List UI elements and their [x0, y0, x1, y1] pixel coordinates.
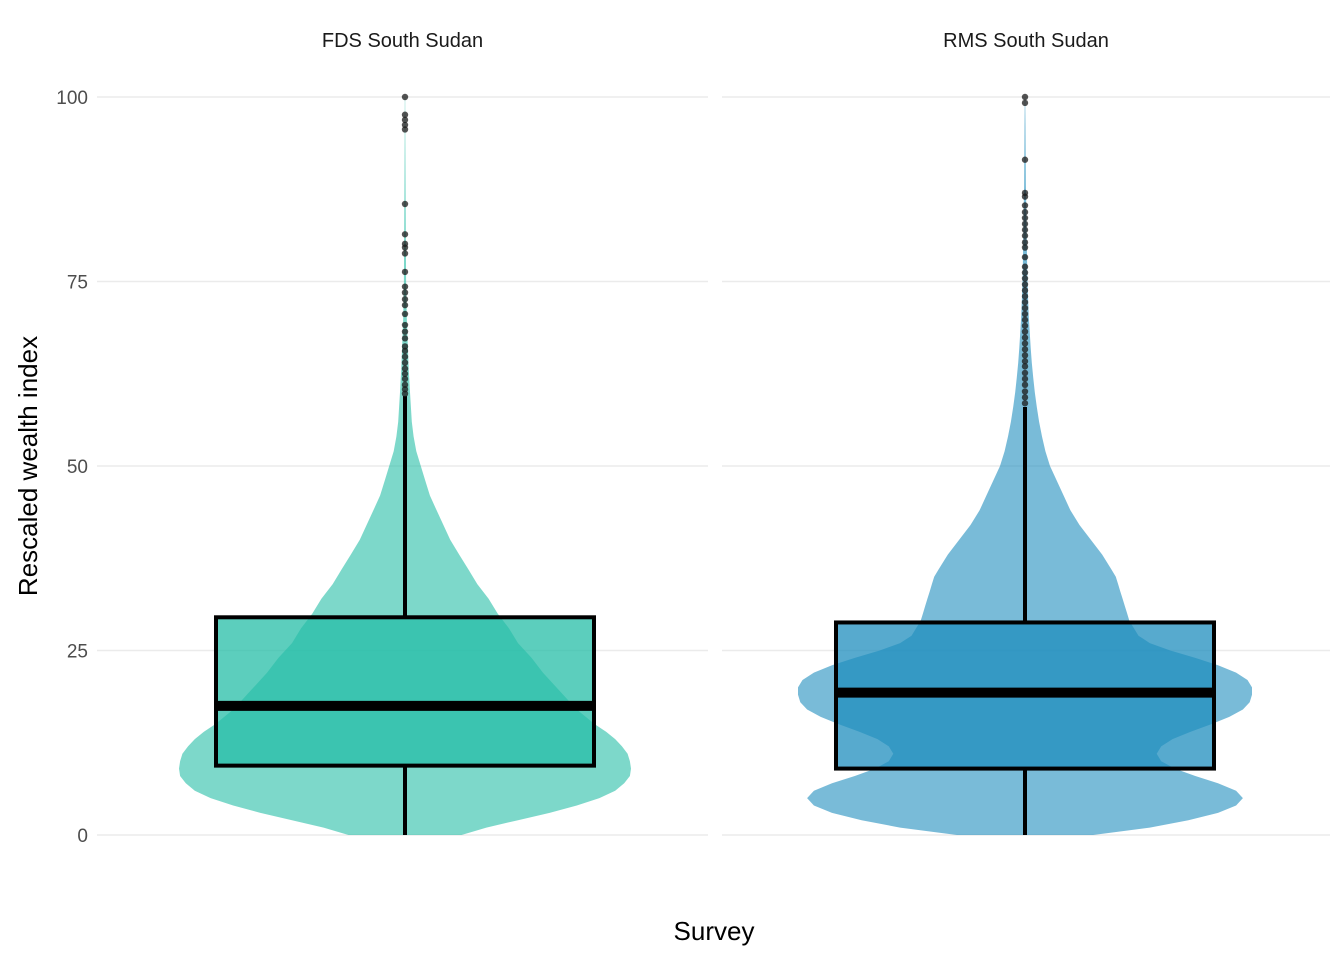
outlier-point [401, 347, 409, 355]
x-axis-title: Survey [674, 916, 755, 946]
outlier-point [1021, 220, 1029, 228]
outlier-point [1021, 316, 1029, 324]
outlier-point [401, 200, 409, 208]
outlier-point [401, 301, 409, 309]
outlier-point [1021, 208, 1029, 216]
outlier-point [1021, 226, 1029, 234]
outlier-point [401, 370, 409, 377]
outlier-point [1021, 322, 1029, 329]
outlier-point [1021, 239, 1029, 246]
y-tick-labels: 0 25 50 75 100 [56, 88, 88, 847]
outlier-point [1021, 214, 1029, 222]
outlier-point [1021, 400, 1029, 407]
outlier-point [401, 116, 409, 124]
outlier-point [1021, 281, 1029, 288]
outlier-point [1021, 244, 1029, 251]
outlier-point [401, 375, 409, 383]
outlier-point [401, 250, 409, 257]
outlier-point [1021, 263, 1029, 270]
outlier-point [1021, 388, 1029, 395]
outlier-point [401, 359, 409, 366]
outlier-point [1021, 156, 1029, 163]
outlier-point [1021, 304, 1029, 312]
outlier-point [1021, 381, 1029, 389]
outlier-point [401, 126, 409, 133]
outlier-point [1021, 202, 1029, 209]
panel-0: FDS South Sudan [179, 30, 631, 835]
outlier-point [1021, 340, 1029, 347]
outlier-point [401, 386, 409, 393]
outlier-point [1021, 346, 1029, 353]
panel-1: RMS South Sudan [798, 30, 1252, 835]
outlier-point [401, 111, 409, 118]
y-tick-label: 75 [67, 273, 88, 294]
y-tick-label: 0 [77, 826, 88, 847]
outlier-point [401, 321, 409, 329]
outlier-point [1021, 363, 1029, 370]
outlier-point [401, 268, 409, 276]
outlier-point [1021, 298, 1029, 306]
outlier-point [1021, 352, 1029, 359]
outlier-point [401, 231, 409, 238]
outlier-point [401, 390, 409, 397]
outlier-point [1021, 99, 1029, 107]
y-tick-label: 25 [67, 642, 88, 663]
outlier-point [1021, 334, 1029, 341]
outlier-point [1021, 358, 1029, 365]
outlier-point [1021, 287, 1029, 294]
panels-layer: FDS South Sudan RMS South Sudan [179, 30, 1252, 835]
outlier-point [1021, 269, 1029, 276]
outlier-point [401, 296, 409, 303]
y-tick-label: 50 [67, 457, 88, 478]
outlier-point [401, 335, 409, 342]
outlier-point [401, 310, 409, 318]
box [214, 615, 596, 768]
outlier-point [401, 328, 409, 335]
outlier-point [1021, 232, 1029, 239]
y-axis-title: Rescaled wealth index [13, 336, 43, 596]
panel-title: RMS South Sudan [943, 30, 1109, 52]
panel-title: FDS South Sudan [322, 30, 483, 52]
outlier-point [401, 289, 409, 296]
outlier-point [1021, 275, 1029, 282]
outlier-point [401, 381, 409, 389]
outlier-point [401, 343, 409, 350]
outlier-point [1021, 189, 1029, 197]
outlier-point [1021, 394, 1029, 401]
outlier-point [1021, 253, 1029, 261]
outlier-point [401, 353, 409, 360]
outlier-point [1021, 375, 1029, 383]
outlier-point [1021, 310, 1029, 318]
y-tick-label: 100 [56, 88, 88, 109]
outlier-point [1021, 369, 1029, 377]
outlier-point [1021, 293, 1029, 300]
outlier-point [1021, 93, 1029, 101]
outlier-point [401, 365, 409, 372]
outlier-point [401, 283, 409, 290]
outlier-point [401, 121, 409, 129]
outlier-point [401, 240, 409, 248]
outlier-point [401, 93, 409, 101]
outlier-point [1021, 328, 1029, 335]
